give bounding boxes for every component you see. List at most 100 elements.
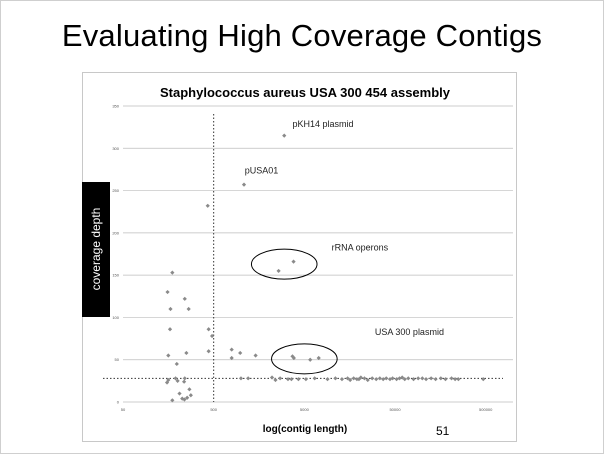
data-point [390, 376, 395, 381]
y-tick-label: 100 [112, 315, 119, 320]
data-point [253, 353, 258, 358]
data-point [453, 377, 458, 382]
data-point [205, 203, 210, 208]
data-point [303, 377, 308, 382]
data-points [164, 133, 486, 403]
data-point [167, 327, 173, 332]
data-point [173, 376, 178, 381]
data-point [168, 306, 173, 312]
annotation-label: rRNA operons [332, 243, 389, 253]
data-point [164, 380, 170, 385]
data-point [246, 376, 251, 381]
data-point [291, 355, 296, 361]
data-point [345, 376, 350, 381]
x-tick-label: 5000 [300, 407, 310, 412]
data-point [177, 391, 182, 396]
x-axis-label: log(contig length) [263, 424, 347, 435]
data-point [370, 376, 375, 381]
data-point [384, 376, 389, 381]
data-point [238, 376, 244, 381]
y-tick-label: 300 [112, 146, 119, 151]
data-point [188, 393, 193, 398]
y-axis-label: coverage depth [89, 207, 103, 291]
data-point [402, 377, 407, 382]
data-point [187, 387, 192, 392]
data-point [481, 377, 486, 382]
data-point [365, 377, 370, 383]
data-point [325, 377, 330, 382]
data-point [273, 377, 278, 383]
reference-lines [103, 114, 503, 402]
data-point [423, 377, 429, 382]
data-point [416, 376, 421, 381]
data-point [308, 357, 313, 362]
data-point [269, 375, 275, 380]
annotation-label: USA 300 plasmid [375, 327, 444, 337]
data-point [166, 353, 171, 358]
data-point [209, 333, 215, 339]
data-point [170, 398, 175, 403]
annotation-label: pUSA01 [245, 166, 279, 176]
data-point [374, 377, 379, 382]
data-point [184, 350, 189, 356]
data-point [238, 350, 243, 356]
data-point [291, 259, 296, 264]
data-point [316, 355, 321, 361]
y-tick-label: 200 [112, 230, 119, 235]
data-point [175, 378, 180, 383]
data-point [289, 377, 294, 382]
data-point [312, 376, 317, 381]
data-point [381, 377, 386, 382]
data-point [433, 377, 438, 382]
chart-frame: Staphylococcus aureus USA 300 454 assemb… [82, 72, 517, 442]
data-point [351, 376, 356, 381]
data-point [377, 376, 382, 381]
data-point [411, 377, 416, 382]
data-point [406, 376, 411, 381]
highlight-ellipses [250, 248, 338, 375]
data-point [182, 376, 187, 381]
y-tick-label: 150 [112, 273, 119, 278]
data-point [397, 376, 402, 381]
data-point [206, 327, 211, 332]
data-point [429, 376, 434, 381]
data-point [165, 289, 170, 295]
data-point [358, 375, 363, 380]
data-point [241, 182, 247, 187]
data-point [339, 377, 345, 382]
annotation-label: pKH14 plasmid [292, 119, 353, 129]
data-point [182, 379, 187, 384]
data-point [182, 296, 187, 301]
data-point [438, 376, 443, 381]
data-point [186, 306, 191, 312]
data-point [174, 361, 179, 367]
data-point [282, 133, 287, 138]
data-point [420, 376, 425, 381]
y-tick-label: 0 [117, 400, 120, 405]
data-point [443, 377, 448, 382]
annotations: pKH14 plasmid pUSA01 rRNA operons USA 300 p… [245, 119, 444, 337]
slide-title: Evaluating High Coverage Contigs [61, 18, 543, 53]
data-point [229, 355, 234, 361]
y-tick-label: 350 [112, 104, 119, 109]
grid [123, 105, 513, 403]
highlight-ellipse [271, 343, 338, 375]
highlight-ellipse [250, 248, 318, 280]
data-point [449, 376, 454, 381]
y-tick-label: 50 [115, 357, 120, 362]
data-point [333, 376, 338, 381]
data-point [166, 377, 171, 383]
data-point [285, 377, 291, 382]
x-tick-label: 50000 [389, 407, 401, 412]
data-point [362, 376, 367, 381]
data-point [276, 268, 281, 274]
y-tick-label: 250 [112, 188, 119, 193]
page-number: 51 [436, 424, 450, 438]
data-point [170, 270, 175, 275]
data-point [277, 376, 283, 381]
data-point [182, 397, 187, 402]
x-tick-label: 500000 [479, 407, 493, 412]
data-point [296, 377, 301, 382]
data-point [356, 377, 362, 382]
